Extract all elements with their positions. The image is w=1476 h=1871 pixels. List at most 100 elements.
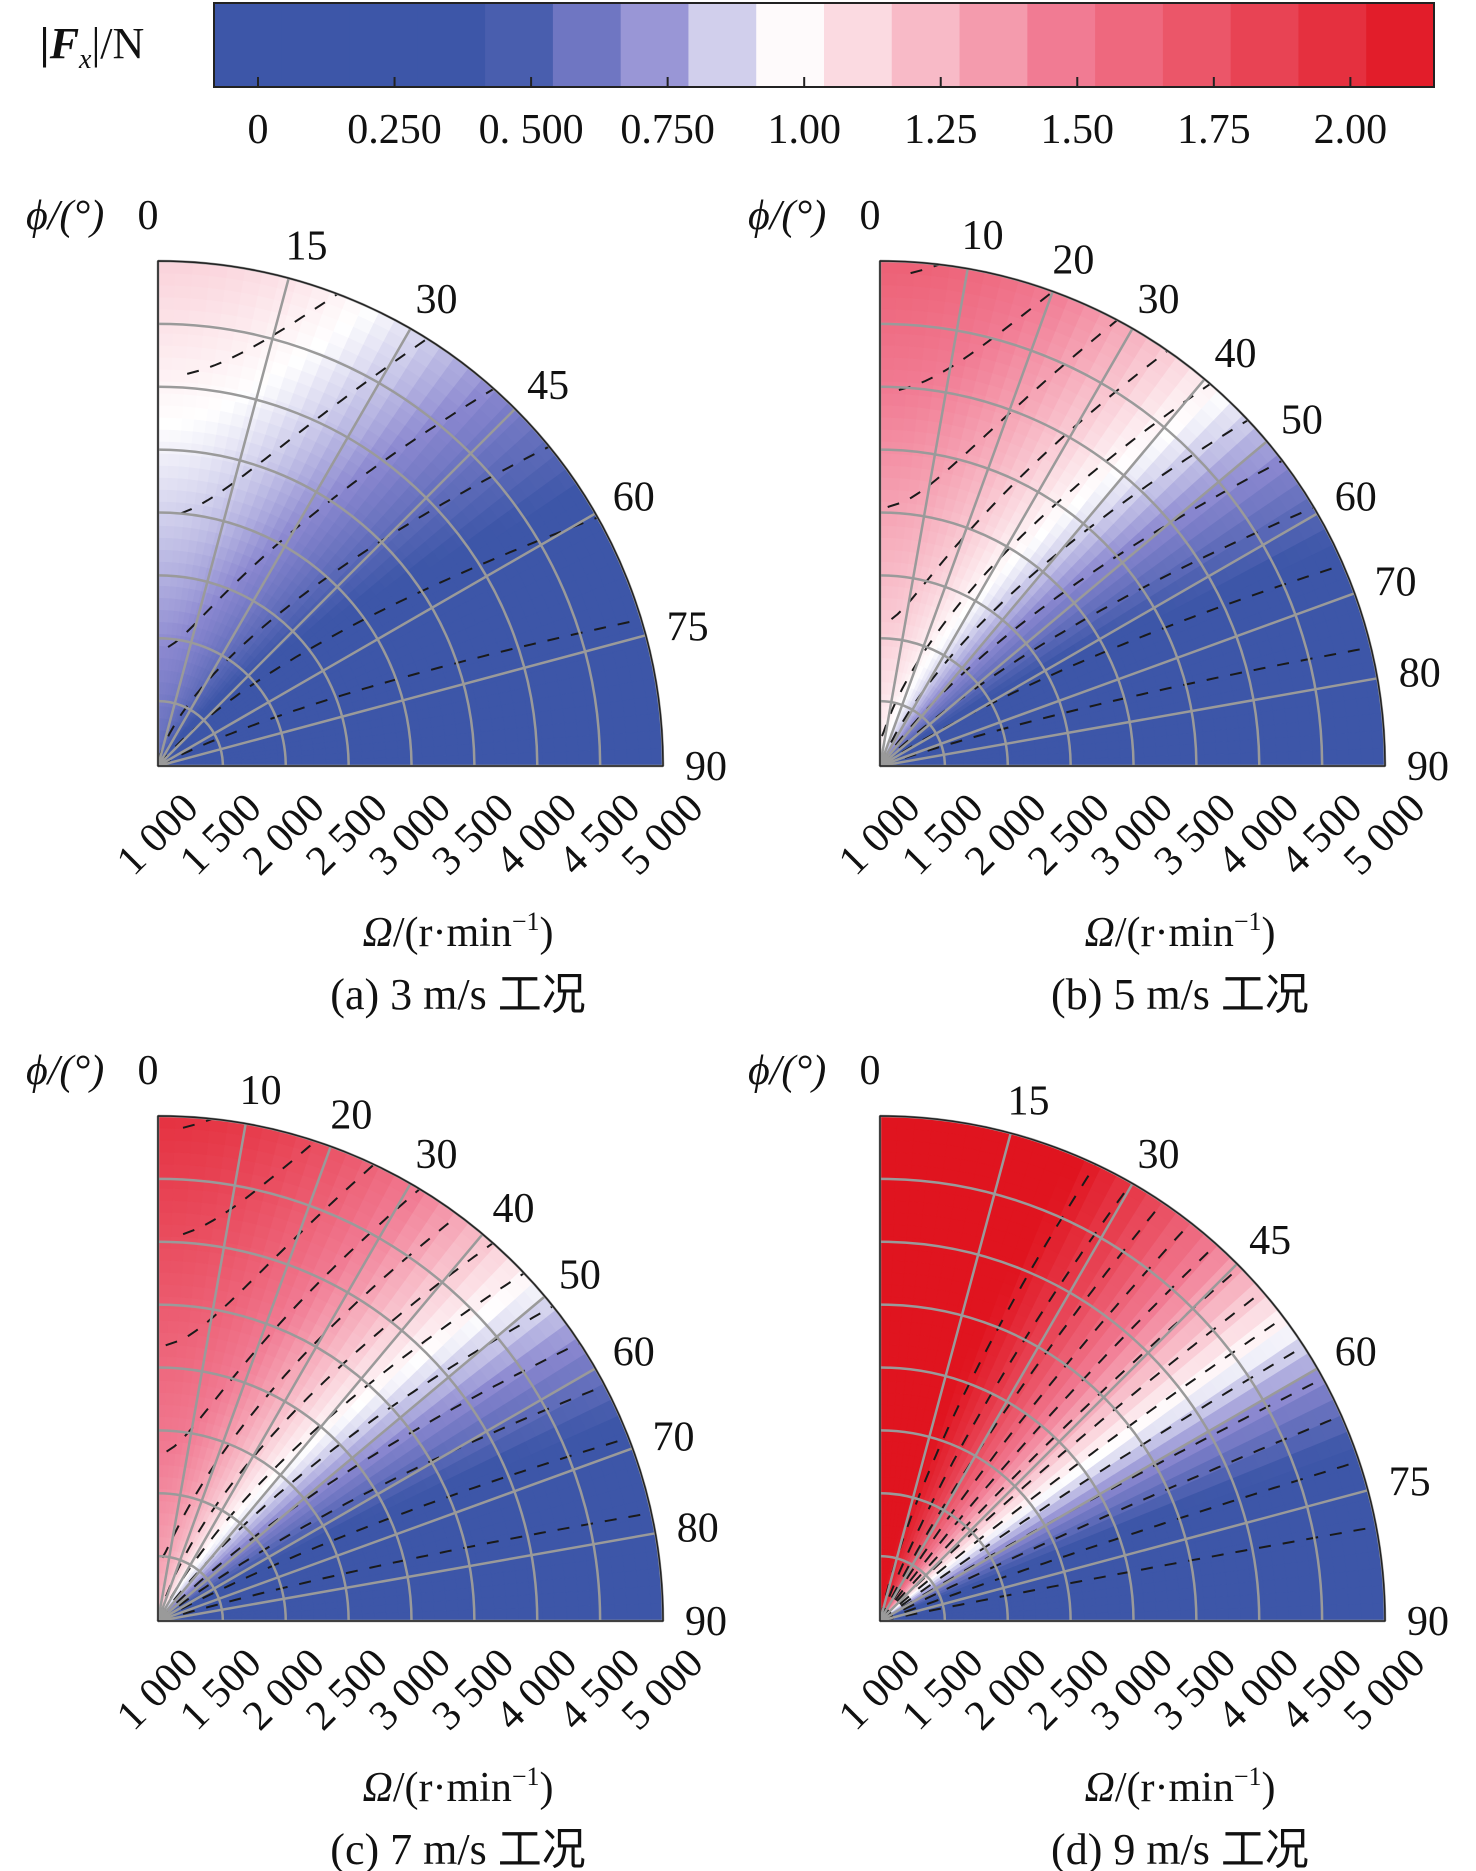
colorbar-cell <box>1027 3 1096 87</box>
heatmap-cell <box>880 429 893 442</box>
heatmap-cell <box>420 1591 435 1603</box>
heatmap-cell <box>600 717 615 736</box>
heatmap-cell <box>419 727 434 739</box>
heatmap-cell <box>899 465 912 480</box>
heatmap-cell <box>1359 731 1373 750</box>
heatmap-cell <box>891 405 906 419</box>
heatmap-cell <box>1216 753 1229 766</box>
panel-caption: (a) 3 m/s 工况 <box>330 970 585 1019</box>
heatmap-cell <box>348 1599 363 1608</box>
heatmap-cell <box>894 333 911 347</box>
panel-caption: (b) 5 m/s 工况 <box>1051 970 1309 1019</box>
heatmap-cell <box>1095 749 1109 759</box>
heatmap-cell <box>190 442 204 457</box>
grid-spoke <box>157 408 516 767</box>
heatmap-cell <box>895 297 914 311</box>
phi-tick-label: 15 <box>286 223 328 269</box>
colorbar-tick-label: 0 <box>248 107 269 153</box>
heatmap-cell <box>479 718 494 733</box>
heatmap-cell <box>171 345 188 359</box>
heatmap-cell <box>880 368 895 382</box>
heatmap-cell <box>1355 697 1371 717</box>
heatmap-cell <box>1348 748 1362 766</box>
heatmap-cell <box>195 394 211 410</box>
heatmap-cell <box>1227 740 1241 755</box>
heatmap-cell <box>901 441 915 456</box>
heatmap-cell <box>166 1344 178 1358</box>
heatmap-cell <box>206 287 226 302</box>
heatmap-cell <box>550 708 565 725</box>
heatmap-cell <box>188 309 207 324</box>
heatmap-cell <box>917 394 933 410</box>
heatmap-cell <box>891 429 904 443</box>
phi-tick-label: 0 <box>138 193 159 239</box>
heatmap-cell <box>349 751 363 760</box>
heatmap-cell <box>492 729 507 743</box>
heatmap-cell <box>201 335 219 350</box>
heatmap-cell <box>277 1611 291 1618</box>
heatmap-cell <box>926 311 944 326</box>
heatmap-cell <box>1213 717 1228 732</box>
heatmap-cell <box>158 332 174 346</box>
omega-axis-label: Ω/(r·min−1) <box>1084 907 1275 956</box>
colorbar-tick-label: 0.250 <box>347 107 442 153</box>
heatmap-cell <box>482 753 495 766</box>
heatmap-cell <box>1203 742 1217 755</box>
colorbar-cell <box>959 3 1028 87</box>
heatmap-cell <box>1264 751 1278 766</box>
heatmap-cell <box>1192 754 1205 766</box>
heatmap-cell <box>371 733 386 744</box>
heatmap-cell <box>1191 743 1205 756</box>
heatmap-cell <box>325 753 339 761</box>
heatmap-cell <box>174 513 185 528</box>
colorbar-cell <box>1298 3 1367 87</box>
heatmap-cell <box>397 1603 411 1613</box>
heatmap-cell <box>880 453 892 466</box>
heatmap-cell <box>185 357 202 372</box>
heatmap-cell <box>1107 748 1121 759</box>
heatmap-cell <box>277 756 291 763</box>
heatmap-cell <box>360 743 375 753</box>
heatmap-cell <box>576 720 591 737</box>
colorbar-cell <box>417 3 486 87</box>
heatmap-cell <box>190 285 209 300</box>
heatmap-cell <box>301 754 315 762</box>
heatmap-cell <box>457 743 471 756</box>
heatmap-cell <box>429 715 445 728</box>
heatmap-cell <box>624 715 639 734</box>
heatmap-cell <box>1274 722 1289 739</box>
contour-line <box>167 387 495 648</box>
heatmap-cell <box>898 489 910 504</box>
heatmap-cell <box>384 740 399 751</box>
heatmap-cell <box>446 755 459 766</box>
heatmap-cell <box>1288 751 1302 766</box>
colorbar-cell <box>1095 3 1164 87</box>
colorbar-cell <box>756 3 825 87</box>
heatmap-cell <box>443 723 458 737</box>
heatmap-cell <box>1336 749 1350 766</box>
colorbar-cell <box>824 3 893 87</box>
colorbar-tick-label: 1.75 <box>1177 107 1251 153</box>
heatmap-cell <box>880 477 891 490</box>
heatmap-cell <box>893 345 910 359</box>
heatmap-cell <box>1201 718 1216 733</box>
heatmap-cell <box>880 308 897 322</box>
heatmap-cell <box>1156 755 1169 766</box>
heatmap-cell <box>502 715 518 730</box>
colorbar-cell <box>688 3 757 87</box>
phi-axis-label: ϕ/(°) <box>748 193 826 239</box>
heatmap-cell <box>173 525 184 540</box>
colorbar-tick-label: 2.00 <box>1314 107 1388 153</box>
plot-border <box>157 260 664 767</box>
heatmap-cell <box>493 741 507 755</box>
heatmap-cell <box>170 393 185 407</box>
heatmap-cell <box>1117 730 1132 742</box>
heatmap-cell <box>469 743 483 756</box>
heatmap-cell <box>189 297 208 312</box>
heatmap-cell <box>635 714 651 733</box>
heatmap-cell <box>174 1368 185 1383</box>
heatmap-cell <box>1093 733 1108 744</box>
heatmap-cell <box>477 707 492 722</box>
